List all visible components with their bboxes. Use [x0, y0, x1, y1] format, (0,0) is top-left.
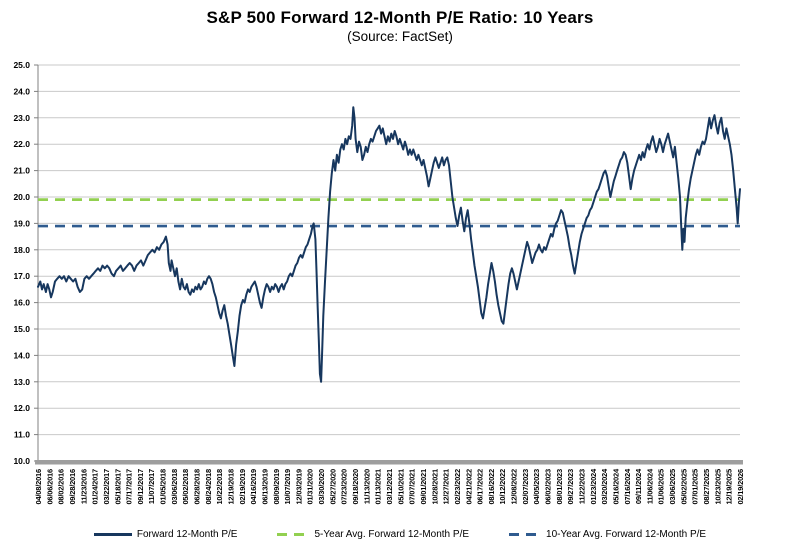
y-axis-label: 22.0	[13, 139, 30, 149]
x-axis-label: 06/06/2016	[45, 469, 54, 505]
x-axis-label: 11/22/2023	[577, 469, 586, 504]
x-axis-label: 08/02/2016	[57, 469, 66, 505]
x-axis-label: 02/07/2023	[521, 469, 530, 505]
forward-pe-line	[37, 106, 741, 383]
x-axis-label: 05/16/2024	[611, 468, 620, 505]
x-axis-label: 11/13/2020	[362, 469, 371, 504]
five-year-avg-line-swatch	[277, 532, 310, 536]
y-axis-label: 24.0	[13, 86, 30, 96]
x-axis-label: 11/06/2024	[645, 468, 654, 504]
x-axis-label: 10/12/2022	[498, 469, 507, 505]
y-axis-label: 14.0	[13, 350, 30, 360]
x-axis-label: 09/18/2020	[351, 469, 360, 505]
x-axis-label: 04/16/2019	[249, 469, 258, 505]
x-axis-label: 11/23/2016	[79, 469, 88, 504]
y-axis-label: 21.0	[13, 166, 30, 176]
x-axis-label: 07/01/2025	[691, 469, 700, 505]
y-axis-label: 19.0	[13, 218, 30, 228]
x-axis-label: 07/07/2021	[408, 469, 417, 505]
legend-item-10yr-avg: 10-Year Avg. Forward 12-Month P/E	[509, 529, 706, 540]
x-axis-label: 07/17/2017	[125, 469, 134, 505]
y-axis-label: 25.0	[13, 60, 30, 70]
x-axis-label: 06/17/2022	[476, 469, 485, 505]
x-axis-label: 01/24/2017	[91, 469, 100, 505]
ten-year-avg-line-swatch	[509, 532, 542, 536]
x-axis-label: 08/09/2019	[272, 469, 281, 505]
y-axis-label: 17.0	[13, 271, 30, 281]
x-axis-label: 03/06/2025	[668, 469, 677, 505]
x-axis-label: 03/22/2017	[102, 469, 111, 505]
x-axis-label: 03/20/2024	[600, 468, 609, 505]
x-axis-label: 10/22/2018	[215, 469, 224, 505]
x-axis-label: 01/13/2021	[374, 469, 383, 505]
y-axis-label: 12.0	[13, 403, 30, 413]
chart-legend: Forward 12-Month P/E 5-Year Avg. Forward…	[0, 524, 800, 544]
x-axis-label: 04/21/2022	[464, 469, 473, 505]
x-axis-label: 09/28/2016	[68, 469, 77, 505]
x-axis-label: 01/23/2024	[589, 468, 598, 505]
x-axis-label: 05/10/2021	[396, 469, 405, 505]
legend-label-10yr-avg: 10-Year Avg. Forward 12-Month P/E	[546, 528, 707, 540]
forward-pe-line-swatch	[93, 532, 132, 536]
legend-label-forward-pe: Forward 12-Month P/E	[136, 528, 238, 540]
x-axis-label: 07/16/2024	[623, 468, 632, 505]
x-axis-label: 08/01/2023	[555, 469, 564, 505]
x-axis-label: 12/19/2025	[725, 469, 734, 505]
x-axis-label: 11/07/2017	[147, 469, 156, 504]
x-axis-label: 06/13/2019	[260, 469, 269, 505]
x-axis-label: 04/08/2016	[34, 469, 43, 505]
legend-label-5yr-avg: 5-Year Avg. Forward 12-Month P/E	[314, 528, 470, 540]
y-axis-label: 11.0	[14, 430, 30, 440]
x-axis-label: 08/16/2022	[487, 469, 496, 505]
y-axis-label: 23.0	[13, 113, 30, 123]
y-axis-label: 18.0	[13, 245, 30, 255]
y-axis-label: 13.0	[13, 377, 30, 387]
x-axis-label: 10/07/2019	[283, 469, 292, 505]
x-axis-label: 05/27/2020	[328, 469, 337, 505]
x-axis-label: 05/18/2017	[113, 469, 122, 505]
x-axis-label: 09/01/2021	[419, 469, 428, 505]
x-axis-label: 06/02/2023	[544, 469, 553, 505]
x-axis-label: 04/05/2023	[532, 469, 541, 505]
x-axis-label: 12/03/2019	[294, 469, 303, 505]
x-axis-label: 03/30/2020	[317, 469, 326, 505]
legend-item-forward-pe: Forward 12-Month P/E	[93, 528, 238, 540]
x-axis-label: 03/06/2018	[170, 469, 179, 505]
x-axis-label: 12/27/2021	[442, 469, 451, 505]
legend-item-5yr-avg: 5-Year Avg. Forward 12-Month P/E	[277, 529, 469, 540]
x-axis-label: 02/23/2022	[453, 469, 462, 505]
x-axis-label: 09/12/2017	[136, 469, 145, 505]
x-axis-label: 10/28/2021	[430, 469, 439, 505]
x-axis-label: 08/24/2018	[204, 469, 213, 505]
y-axis-label: 15.0	[13, 324, 30, 334]
x-axis-label: 05/02/2018	[181, 469, 190, 505]
x-axis-label: 01/06/2025	[657, 469, 666, 505]
chart-subtitle: (Source: FactSet)	[347, 29, 453, 44]
y-axis-label: 20.0	[13, 192, 30, 202]
chart-plot-area: 10.0 11.0 12.0 13.0 14.0 15.0 16.0 17.0 18.0 19.0…	[13, 60, 745, 505]
x-axis-label: 02/19/2026	[736, 469, 745, 505]
x-axis-label: 09/27/2023	[566, 469, 575, 505]
x-axis-label: 01/05/2018	[159, 469, 168, 505]
chart-title: S&P 500 Forward 12-Month P/E Ratio: 10 Y…	[206, 8, 594, 27]
x-axis-label: 12/08/2022	[510, 469, 519, 505]
x-axis-label: 12/19/2018	[226, 469, 235, 505]
x-axis-label: 07/23/2020	[340, 469, 349, 505]
x-axis-label: 05/02/2025	[679, 469, 688, 505]
x-axis-label: 01/31/2020	[306, 469, 315, 505]
x-axis-label: 08/27/2025	[702, 469, 711, 505]
x-axis-label: 09/11/2024	[634, 468, 643, 504]
y-axis-label: 10.0	[13, 456, 30, 466]
x-axis-label: 10/23/2025	[713, 469, 722, 505]
y-axis-label: 16.0	[13, 298, 30, 308]
x-axis-label: 06/28/2018	[193, 469, 202, 505]
x-axis-label: 03/12/2021	[385, 469, 394, 505]
x-axis-bar	[35, 460, 743, 465]
x-axis-label: 02/19/2019	[238, 469, 247, 505]
